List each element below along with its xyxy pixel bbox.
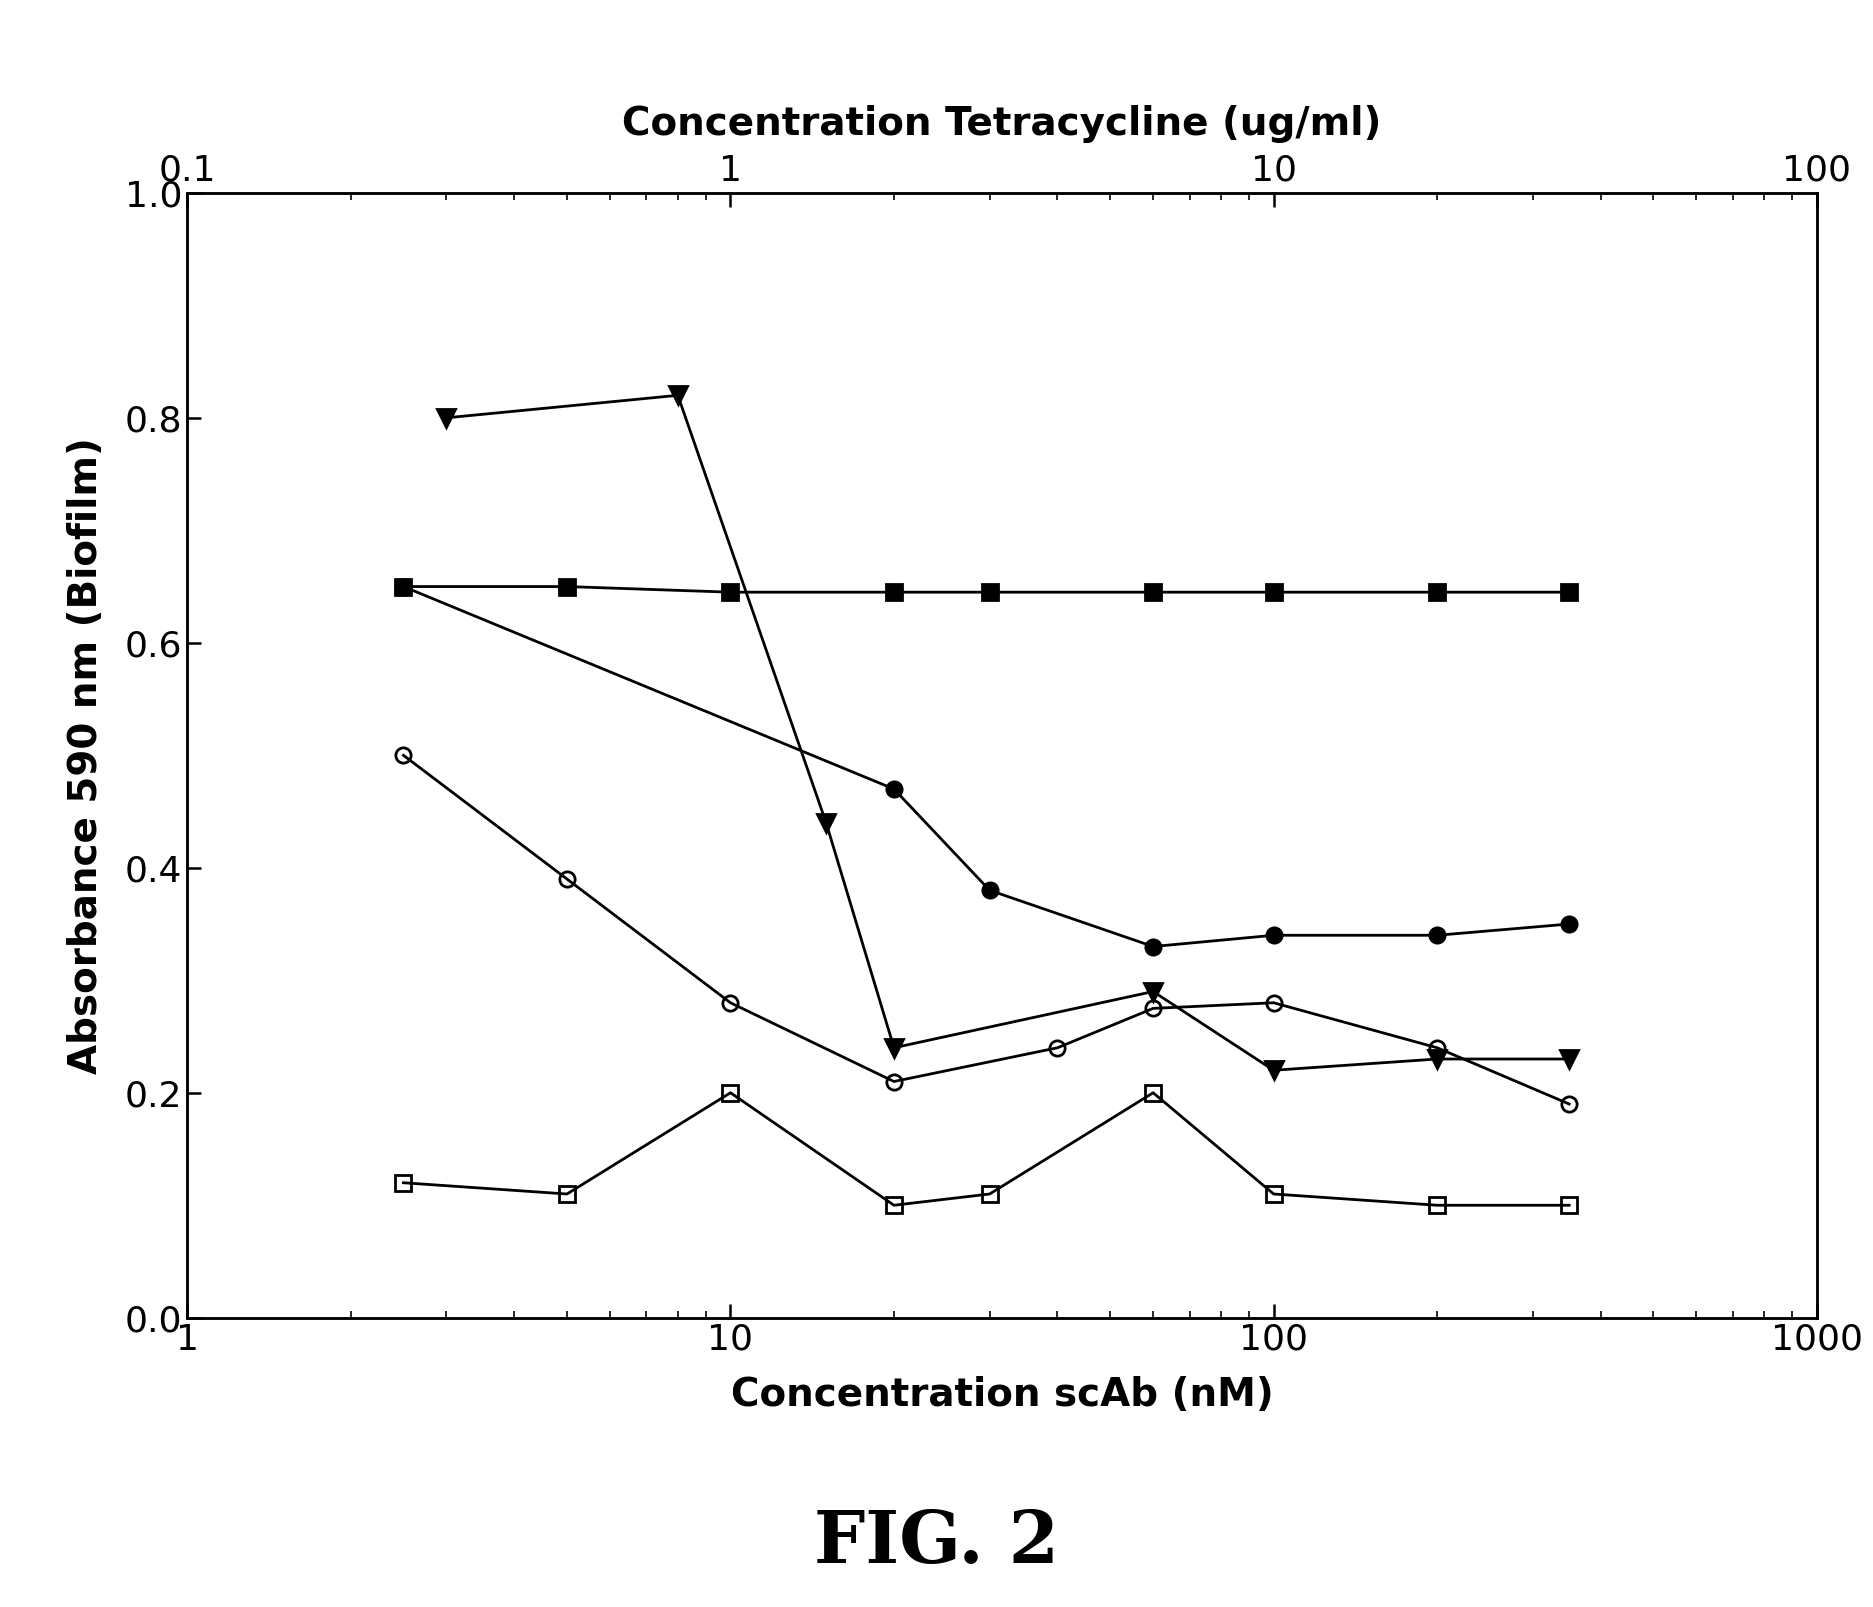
- Text: FIG. 2: FIG. 2: [815, 1507, 1058, 1578]
- Y-axis label: Absorbance 590 nm (Biofilm): Absorbance 590 nm (Biofilm): [67, 437, 105, 1073]
- X-axis label: Concentration scAb (nM): Concentration scAb (nM): [730, 1376, 1274, 1414]
- X-axis label: Concentration Tetracycline (ug/ml): Concentration Tetracycline (ug/ml): [622, 104, 1382, 143]
